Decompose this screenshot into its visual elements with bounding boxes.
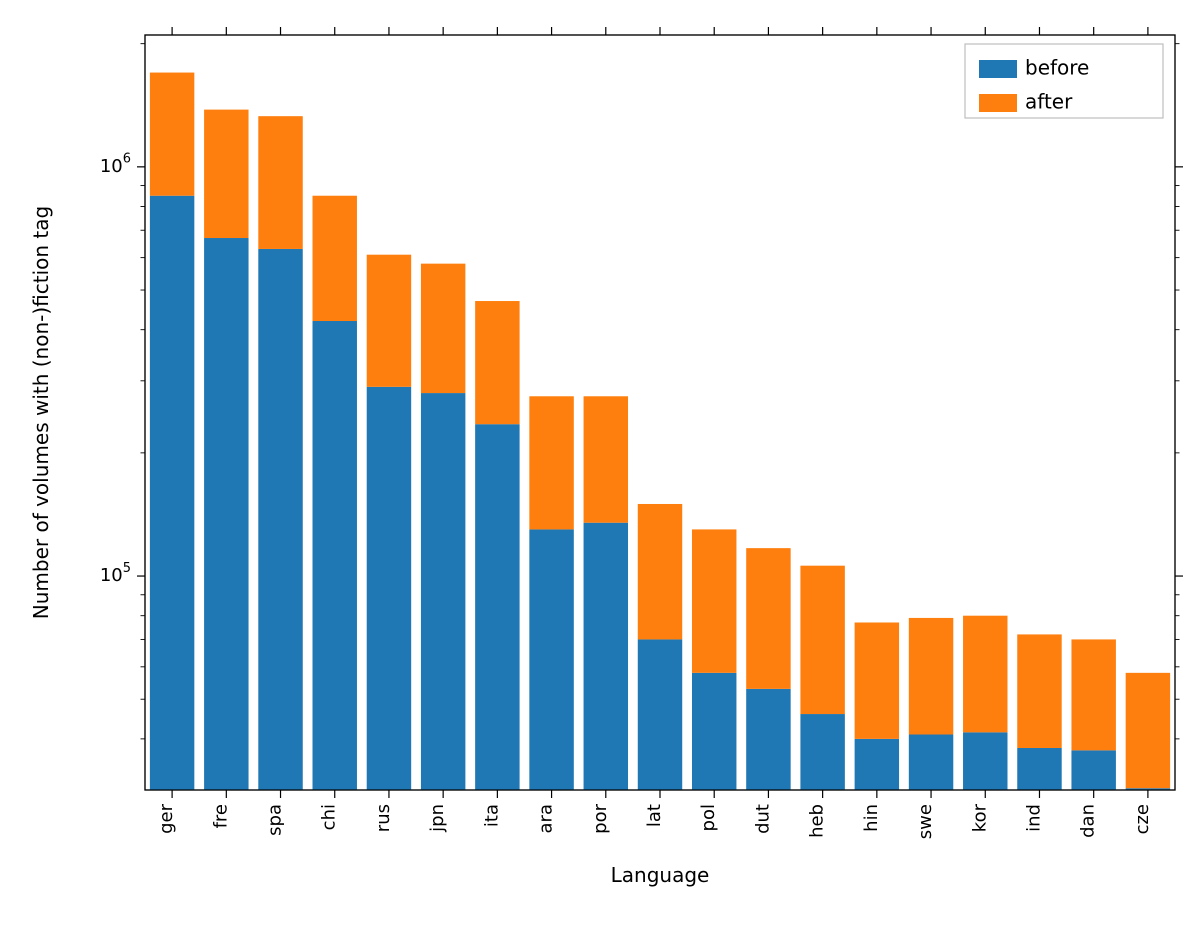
bar-before [421, 393, 465, 790]
bar-after [150, 73, 194, 196]
y-axis-label: Number of volumes with (non-)fiction tag [29, 206, 53, 619]
bar-after [855, 622, 899, 738]
bar-before [313, 321, 357, 790]
bar-before [1071, 750, 1115, 790]
bar-after [475, 301, 519, 424]
bar-before [150, 196, 194, 790]
bar-after [692, 529, 736, 672]
bar-before [855, 739, 899, 790]
bar-after [638, 504, 682, 639]
chart-container: 105 106 ger fre spa chi rus jpn ita ara por lat pol d… [0, 0, 1200, 928]
y-tick-label: 106 [100, 151, 131, 177]
legend-label: after [1025, 90, 1073, 114]
bar-before [800, 714, 844, 790]
bar-after [963, 616, 1007, 733]
x-tick-label: lat [644, 804, 665, 827]
bar-after [1126, 673, 1170, 788]
bar-after [584, 396, 628, 522]
bar-before [909, 734, 953, 790]
bar-before [529, 529, 573, 790]
bar-after [746, 548, 790, 689]
bar-before [746, 689, 790, 790]
x-tick-label: por [590, 803, 611, 833]
x-tick-label: swe [915, 804, 936, 839]
bar-before [204, 238, 248, 790]
x-tick-label: ara [536, 804, 557, 833]
bar-before [475, 424, 519, 790]
bar-after [1017, 634, 1061, 748]
bar-after [529, 396, 573, 529]
bar-after [258, 116, 302, 249]
x-tick-label: pol [698, 804, 719, 831]
x-tick-label: rus [373, 804, 394, 832]
x-tick-label: jpn [427, 804, 448, 833]
bar-after [204, 110, 248, 238]
x-tick-label: ger [156, 803, 177, 834]
x-tick-label: ind [1023, 804, 1044, 832]
y-tick-label: 105 [100, 560, 131, 586]
legend-swatch [979, 60, 1017, 78]
legend-label: before [1025, 56, 1089, 80]
x-tick-label: fre [210, 804, 231, 828]
x-tick-label: ita [481, 804, 502, 827]
bar-before [1017, 748, 1061, 790]
bar-after [313, 196, 357, 321]
bar-after [909, 618, 953, 735]
x-axis-label: Language [611, 863, 710, 887]
bar-before [638, 639, 682, 790]
x-tick-label: kor [969, 803, 990, 832]
stacked-bar-chart: 105 106 ger fre spa chi rus jpn ita ara por lat pol d… [0, 0, 1200, 928]
x-tick-label: dut [752, 804, 773, 834]
bar-before [963, 732, 1007, 790]
x-tick-label: hin [861, 804, 882, 832]
bar-after [421, 264, 465, 393]
x-tick-label: chi [319, 804, 340, 830]
legend-swatch [979, 94, 1017, 112]
bar-after [800, 566, 844, 714]
bar-before [258, 249, 302, 790]
bar-after [367, 255, 411, 387]
bar-before [584, 523, 628, 790]
bar-before [367, 387, 411, 790]
x-tick-label: dan [1078, 804, 1099, 838]
x-tick-label: heb [807, 804, 828, 838]
bar-after [1071, 639, 1115, 750]
x-tick-label: spa [265, 804, 286, 836]
x-tick-label: cze [1132, 804, 1153, 834]
bar-before [692, 673, 736, 790]
